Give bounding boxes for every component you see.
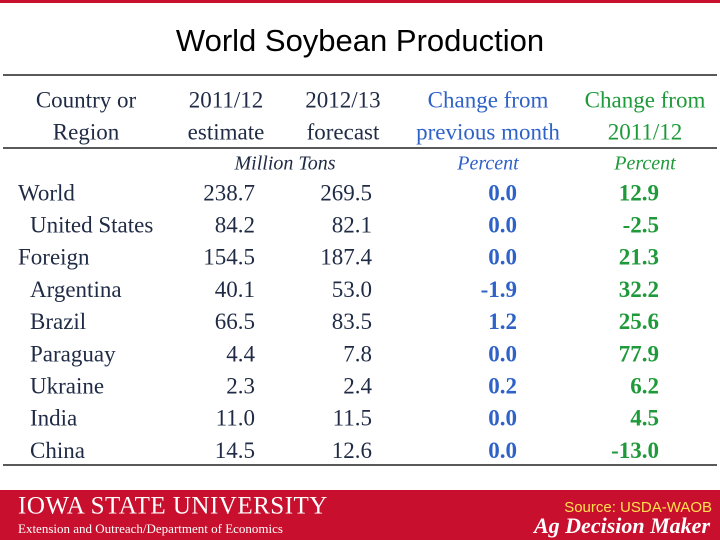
row-label: Foreign <box>18 245 90 270</box>
cell: -1.9 <box>481 277 517 302</box>
cell: 238.7 <box>203 180 255 205</box>
column-header: 2012/13 <box>305 87 380 112</box>
row-label: Brazil <box>30 309 86 334</box>
column-header: estimate <box>188 119 265 144</box>
cell: 4.5 <box>630 406 659 431</box>
cell: 21.3 <box>619 245 659 270</box>
row-label: China <box>30 438 85 463</box>
cell: 82.1 <box>332 212 372 237</box>
cell: 32.2 <box>619 277 659 302</box>
cell: 2.4 <box>343 373 372 398</box>
department: Extension and Outreach/Department of Eco… <box>18 521 283 536</box>
row-label: United States <box>30 212 153 237</box>
cell: 7.8 <box>343 341 372 366</box>
cell: 6.2 <box>630 373 659 398</box>
cell: 14.5 <box>215 438 255 463</box>
column-header: 2011/12 <box>189 87 264 112</box>
cell: 0.0 <box>488 180 517 205</box>
cell: 2.3 <box>226 373 255 398</box>
cell: 40.1 <box>215 277 255 302</box>
footer-band <box>0 490 720 540</box>
cell: 66.5 <box>215 309 255 334</box>
cell: -13.0 <box>611 438 659 463</box>
university-name: IOWA STATE UNIVERSITY <box>18 493 328 520</box>
row-label: Ukraine <box>30 373 104 398</box>
source: Source: USDA-WAOB <box>564 499 712 516</box>
table: Country or Region 2011/12 estimate 2012/13 fo… <box>18 87 705 463</box>
column-header: Region <box>53 119 120 144</box>
cell: 187.4 <box>320 245 372 270</box>
row-label: World <box>18 180 75 205</box>
cell: 11.5 <box>333 406 372 431</box>
top-bar <box>0 0 720 3</box>
cell: 0.2 <box>488 373 517 398</box>
row-label: Argentina <box>30 277 122 302</box>
row-label: India <box>30 406 77 431</box>
cell: -2.5 <box>623 212 659 237</box>
cell: 77.9 <box>619 341 659 366</box>
cell: 0.0 <box>488 341 517 366</box>
slide-title: World Soybean Production <box>176 23 544 58</box>
column-header: 2011/12 <box>608 119 683 144</box>
cell: 269.5 <box>320 180 372 205</box>
cell: 154.5 <box>203 245 255 270</box>
cell: 12.6 <box>332 438 372 463</box>
cell: 0.0 <box>488 245 517 270</box>
cell: 11.0 <box>216 406 255 431</box>
cell: 0.0 <box>488 438 517 463</box>
unit-label: Percent <box>456 153 519 175</box>
cell: 1.2 <box>488 309 517 334</box>
column-header: forecast <box>307 119 380 144</box>
row-label: Paraguay <box>30 341 116 366</box>
column-header: Country or <box>36 87 137 112</box>
cell: 25.6 <box>619 309 659 334</box>
column-header: Change from <box>428 87 549 112</box>
unit-label: Percent <box>613 153 676 175</box>
cell: 0.0 <box>488 406 517 431</box>
cell: 84.2 <box>215 212 255 237</box>
column-header: Change from <box>585 87 706 112</box>
cell: 83.5 <box>332 309 372 334</box>
cell: 53.0 <box>332 277 372 302</box>
cell: 4.4 <box>226 341 255 366</box>
column-header: previous month <box>416 119 560 144</box>
cell: 12.9 <box>619 180 659 205</box>
cell: 0.0 <box>488 212 517 237</box>
unit-label: Million Tons <box>234 153 336 175</box>
brand: Ag Decision Maker <box>532 513 710 538</box>
